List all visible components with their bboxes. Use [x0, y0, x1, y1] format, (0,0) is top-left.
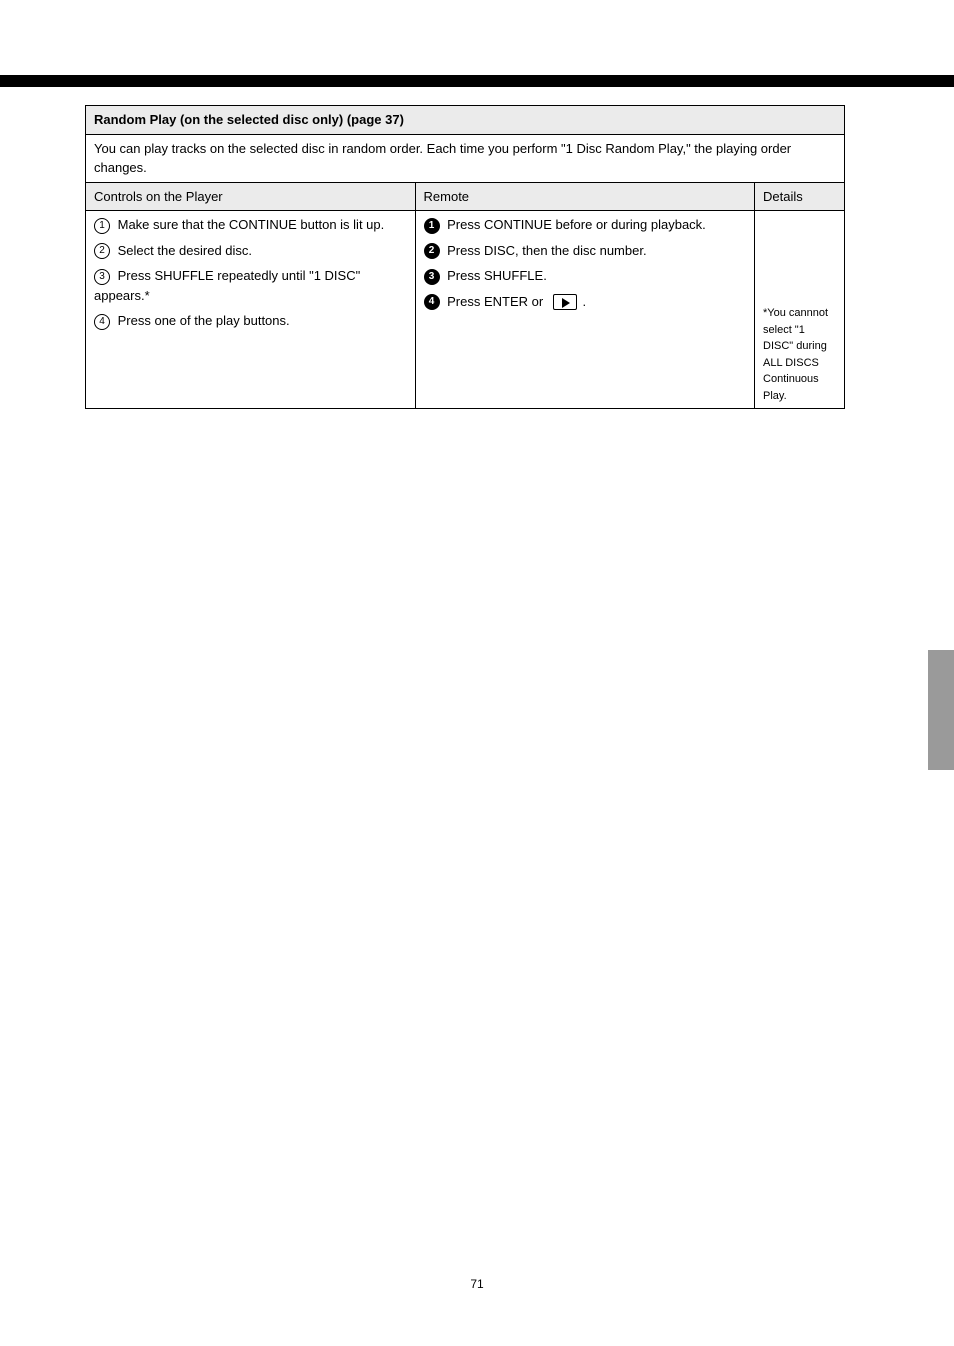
header-black-bar	[0, 75, 810, 87]
step-text: Select the desired disc.	[118, 243, 252, 258]
step-text: Make sure that the CONTINUE button is li…	[118, 217, 385, 232]
chapter-tab	[928, 650, 954, 770]
table-title-cell: Random Play (on the selected disc only) …	[86, 106, 845, 135]
col-header-details: Details	[755, 182, 845, 211]
controls-cell: 1 Make sure that the CONTINUE button is …	[86, 211, 416, 409]
play-icon	[553, 294, 577, 310]
step-text: Press SHUFFLE repeatedly until "1 DISC" …	[94, 268, 360, 303]
col-header-controls: Controls on the Player	[86, 182, 416, 211]
content-area: Random Play (on the selected disc only) …	[85, 105, 845, 409]
table-description: You can play tracks on the selected disc…	[94, 141, 791, 176]
remote-step-extra: .	[582, 294, 586, 309]
details-text: *You cannnot select "1 DISC" during ALL …	[763, 307, 828, 402]
step-number-icon: 3	[94, 269, 110, 285]
table-title: Random Play (on the selected disc only) …	[94, 112, 404, 127]
details-cell: *You cannnot select "1 DISC" during ALL …	[755, 211, 845, 409]
instruction-table: Random Play (on the selected disc only) …	[85, 105, 845, 409]
table-description-cell: You can play tracks on the selected disc…	[86, 134, 845, 182]
step-number-icon: 2	[94, 243, 110, 259]
step-number-solid-icon: 1	[424, 218, 440, 234]
step-number-icon: 4	[94, 314, 110, 330]
page-number: 71	[0, 1277, 954, 1291]
page: Random Play (on the selected disc only) …	[0, 0, 954, 1346]
remote-cell: 1 Press CONTINUE before or during playba…	[415, 211, 755, 409]
col-header-remote: Remote	[415, 182, 755, 211]
step-text: Press one of the play buttons.	[118, 313, 290, 328]
step-number-solid-icon: 4	[424, 294, 440, 310]
step-number-solid-icon: 3	[424, 269, 440, 285]
step-number-icon: 1	[94, 218, 110, 234]
remote-step-text: Press CONTINUE before or during playback…	[447, 217, 706, 232]
header-black-bar-right	[810, 75, 954, 87]
remote-step-text: Press ENTER or	[447, 294, 543, 309]
step-number-solid-icon: 2	[424, 243, 440, 259]
remote-step-text: Press SHUFFLE.	[447, 268, 547, 283]
remote-step-text: Press DISC, then the disc number.	[447, 243, 646, 258]
